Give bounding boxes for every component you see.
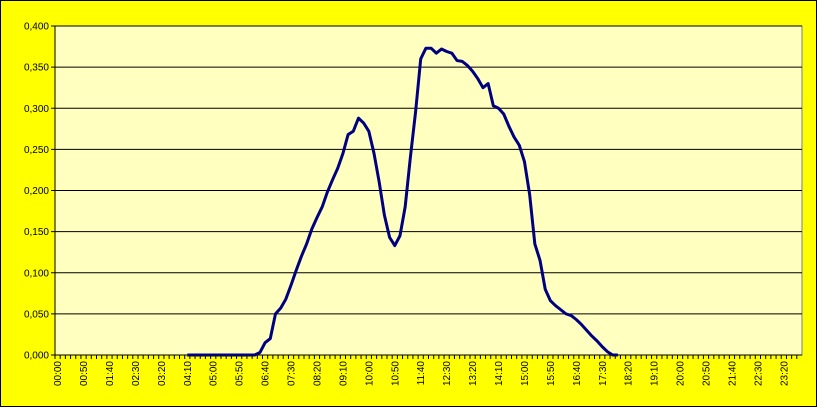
x-tick-label: 13:20 bbox=[468, 361, 479, 386]
x-tick-label: 05:50 bbox=[235, 361, 246, 386]
x-tick-label: 18:20 bbox=[624, 361, 635, 386]
x-tick-label: 02:30 bbox=[131, 361, 142, 386]
x-tick-label: 19:10 bbox=[650, 361, 661, 386]
x-tick-label: 03:20 bbox=[157, 361, 168, 386]
x-tick-label: 12:30 bbox=[442, 361, 453, 386]
y-tick-label: 0,400 bbox=[24, 22, 49, 33]
x-tick-label: 05:00 bbox=[209, 361, 220, 386]
x-tick-label: 23:20 bbox=[779, 361, 790, 386]
y-tick-label: 0,000 bbox=[24, 351, 49, 362]
x-tick-label: 21:40 bbox=[727, 361, 738, 386]
x-tick-label: 07:30 bbox=[287, 361, 298, 386]
x-tick-label: 08:20 bbox=[312, 361, 323, 386]
x-tick-label: 16:40 bbox=[572, 361, 583, 386]
y-tick-label: 0,350 bbox=[24, 63, 49, 74]
y-tick-label: 0,100 bbox=[24, 268, 49, 279]
data-line bbox=[187, 46, 618, 357]
y-tick-label: 0,250 bbox=[24, 145, 49, 156]
x-tick-label: 11:40 bbox=[416, 361, 427, 386]
x-tick-label: 06:40 bbox=[261, 361, 272, 386]
x-tick-label: 20:00 bbox=[676, 361, 687, 386]
x-tick-label: 15:50 bbox=[546, 361, 557, 386]
y-tick-label: 0,150 bbox=[24, 227, 49, 238]
x-tick-label: 00:50 bbox=[79, 361, 90, 386]
x-tick-label: 10:50 bbox=[390, 361, 401, 386]
x-tick-label: 17:30 bbox=[598, 361, 609, 386]
y-tick-label: 0,300 bbox=[24, 104, 49, 115]
x-tick-label: 20:50 bbox=[702, 361, 713, 386]
x-tick-label: 01:40 bbox=[105, 361, 116, 386]
x-tick-label: 00:00 bbox=[53, 361, 64, 386]
x-tick-label: 10:00 bbox=[364, 361, 375, 386]
y-tick-label: 0,200 bbox=[24, 186, 49, 197]
x-tick-label: 22:30 bbox=[753, 361, 764, 386]
x-tick-label: 09:10 bbox=[338, 361, 349, 386]
x-tick-label: 04:10 bbox=[183, 361, 194, 386]
x-tick-label: 15:00 bbox=[520, 361, 531, 386]
y-tick-label: 0,050 bbox=[24, 309, 49, 320]
x-tick-label: 14:10 bbox=[494, 361, 505, 386]
